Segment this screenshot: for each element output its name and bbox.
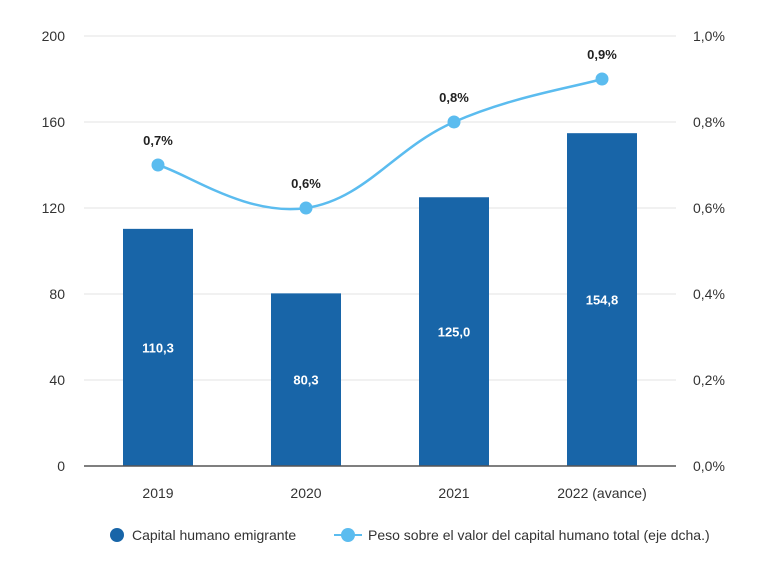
y-left-tick-label: 160 — [42, 114, 66, 130]
bar-series: 110,3 80,3 125,0 154,8 — [123, 133, 637, 466]
line-point-label: 0,9% — [587, 47, 617, 62]
y-right-tick-label: 0,2% — [693, 372, 725, 388]
y-left-tick-label: 120 — [42, 200, 66, 216]
x-tick-label: 2019 — [142, 485, 173, 501]
line-point-label: 0,7% — [143, 133, 173, 148]
line-point — [299, 201, 313, 215]
bar — [419, 197, 489, 466]
y-right-tick-label: 1,0% — [693, 28, 725, 44]
y-left-tick-label: 80 — [49, 286, 65, 302]
y-right-tick-label: 0,8% — [693, 114, 725, 130]
bar — [123, 228, 193, 466]
y-right-tick-label: 0,4% — [693, 286, 725, 302]
right-axis-ticks: 0,0% 0,2% 0,4% 0,6% 0,8% 1,0% — [693, 28, 725, 474]
x-tick-label: 2021 — [438, 485, 469, 501]
legend-bar-swatch-icon — [110, 528, 124, 542]
legend-item-bars[interactable]: Capital humano emigrante — [110, 527, 296, 543]
bar-value-label: 110,3 — [142, 340, 174, 355]
x-tick-label: 2022 (avance) — [557, 485, 647, 501]
line-series: 0,7% 0,6% 0,8% 0,9% — [143, 47, 617, 215]
y-left-tick-label: 200 — [42, 28, 66, 44]
legend-label-line: Peso sobre el valor del capital humano t… — [368, 527, 710, 543]
y-left-tick-label: 40 — [49, 372, 65, 388]
line-point — [447, 115, 461, 129]
line-series-path — [157, 77, 603, 211]
legend-item-line[interactable]: Peso sobre el valor del capital humano t… — [334, 527, 710, 543]
x-tick-label: 2020 — [290, 485, 321, 501]
y-left-tick-label: 0 — [57, 458, 65, 474]
legend-line-swatch-icon — [334, 528, 362, 542]
y-right-tick-label: 0,6% — [693, 200, 725, 216]
bar-value-label: 125,0 — [438, 325, 471, 340]
line-point-label: 0,8% — [439, 90, 469, 105]
bar — [271, 293, 341, 466]
bar-value-label: 154,8 — [586, 293, 619, 308]
bar — [567, 133, 637, 466]
bar-value-label: 80,3 — [293, 373, 318, 388]
y-right-tick-label: 0,0% — [693, 458, 725, 474]
line-point — [151, 158, 165, 172]
line-point — [595, 72, 609, 86]
legend: Capital humano emigrante Peso sobre el v… — [0, 522, 772, 548]
legend-label-bars: Capital humano emigrante — [132, 527, 297, 543]
line-point-label: 0,6% — [291, 176, 321, 191]
x-axis: 2019 2020 2021 2022 (avance) — [84, 465, 676, 501]
left-axis-ticks: 0 40 80 120 160 200 — [42, 28, 66, 474]
